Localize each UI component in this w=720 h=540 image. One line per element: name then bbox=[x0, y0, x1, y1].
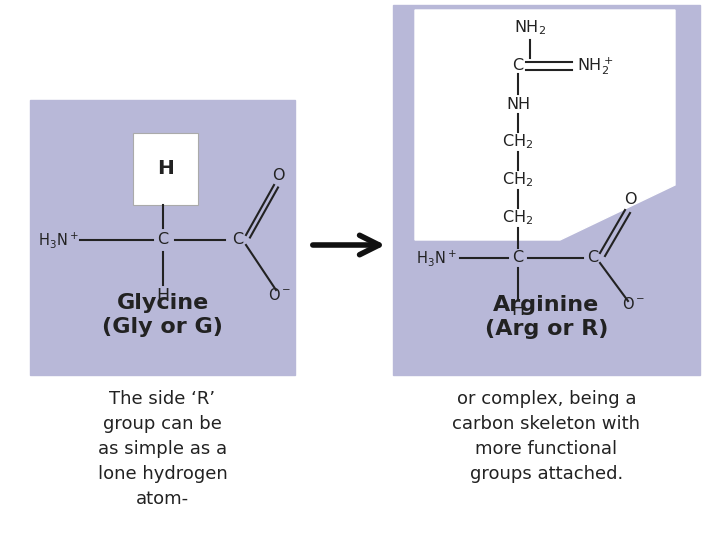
Text: Arginine
(Arg or R): Arginine (Arg or R) bbox=[485, 295, 608, 340]
Text: Glycine
(Gly or G): Glycine (Gly or G) bbox=[102, 293, 223, 338]
Text: H: H bbox=[157, 159, 174, 179]
Text: C: C bbox=[158, 233, 168, 247]
Text: C: C bbox=[588, 251, 598, 266]
Text: $\mathregular{H_3N^+}$: $\mathregular{H_3N^+}$ bbox=[37, 230, 78, 250]
Text: C: C bbox=[233, 233, 243, 247]
Text: $\mathregular{H_3N^+}$: $\mathregular{H_3N^+}$ bbox=[415, 248, 456, 268]
Polygon shape bbox=[415, 10, 675, 240]
Text: O: O bbox=[271, 167, 284, 183]
Text: $\mathregular{CH_2}$: $\mathregular{CH_2}$ bbox=[503, 208, 534, 227]
Text: $\mathregular{O^-}$: $\mathregular{O^-}$ bbox=[622, 296, 646, 312]
Bar bbox=[133, 133, 198, 205]
Text: C: C bbox=[513, 251, 523, 266]
FancyBboxPatch shape bbox=[30, 100, 295, 375]
Text: $\mathregular{NH_2}$: $\mathregular{NH_2}$ bbox=[514, 19, 546, 37]
Text: H: H bbox=[156, 287, 170, 305]
Text: $\mathregular{NH_2^+}$: $\mathregular{NH_2^+}$ bbox=[577, 55, 613, 77]
Text: or complex, being a
carbon skeleton with
more functional
groups attached.: or complex, being a carbon skeleton with… bbox=[452, 390, 641, 483]
Text: O: O bbox=[624, 192, 636, 207]
Text: The side ‘R’
group can be
as simple as a
lone hydrogen
atom-: The side ‘R’ group can be as simple as a… bbox=[98, 390, 228, 508]
Text: $\mathregular{CH_2}$: $\mathregular{CH_2}$ bbox=[503, 171, 534, 190]
Text: $\mathregular{CH_2}$: $\mathregular{CH_2}$ bbox=[503, 133, 534, 151]
Bar bbox=[393, 5, 700, 375]
Text: C: C bbox=[513, 58, 523, 73]
Text: $\mathregular{O^-}$: $\mathregular{O^-}$ bbox=[269, 287, 292, 303]
Text: H: H bbox=[511, 301, 525, 319]
Text: $\mathregular{NH}$: $\mathregular{NH}$ bbox=[506, 96, 530, 112]
